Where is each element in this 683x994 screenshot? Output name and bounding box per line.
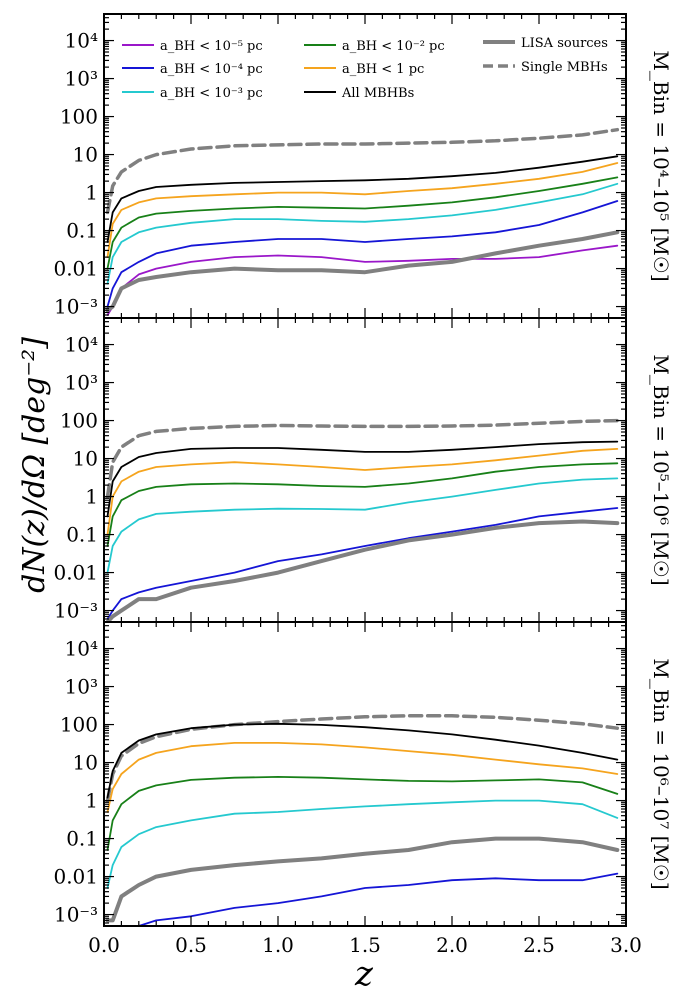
legend-label: All MBHBs xyxy=(341,86,414,101)
legend: a_BH < 10⁻⁵ pc a_BH < 10⁻⁴ pc a_BH < 10⁻³ … xyxy=(122,36,608,101)
y-tick-label: 100 xyxy=(60,105,98,129)
series-group xyxy=(105,127,620,316)
chart-panel-2: 10⁻³ 0.01 0.1 1 10 100 10³ 10⁴ M_Bin = 10⁵–10⁶ [… xyxy=(53,317,673,623)
x-tick-label: 0.0 xyxy=(88,933,120,957)
x-tick-label: 2.0 xyxy=(436,933,468,957)
legend-label: a_BH < 10⁻³ pc xyxy=(160,86,263,101)
series-line-a-bh-10-pc xyxy=(106,182,619,285)
series-group xyxy=(105,714,620,926)
x-tick-label: 1.0 xyxy=(262,933,294,957)
x-ticks xyxy=(103,318,627,622)
series-line-all-mbhbs xyxy=(106,722,619,799)
legend-item: Single MBHs xyxy=(483,60,608,75)
y-ticks xyxy=(104,13,626,319)
series-line-all-mbhbs xyxy=(106,155,619,243)
series-line-a-bh-10-pc xyxy=(106,462,619,547)
y-tick-label: 1 xyxy=(85,181,98,205)
x-tick-label: 3.0 xyxy=(610,933,642,957)
y-tick-label: 100 xyxy=(60,409,98,433)
y-tick-label: 0.01 xyxy=(53,865,98,889)
series-line-a-bh-10-pc xyxy=(106,507,619,620)
y-tick-label: 1 xyxy=(85,789,98,813)
legend-item: LISA sources xyxy=(483,36,608,51)
y-tick-label: 10³ xyxy=(65,67,98,91)
y-tick-label: 10³ xyxy=(65,371,98,395)
y-tick-label: 10 xyxy=(73,751,98,775)
series-line-all-mbhbs xyxy=(106,440,619,518)
legend-item: a_BH < 10⁻⁵ pc xyxy=(122,39,263,54)
series-group xyxy=(105,418,620,622)
y-tick-label: 10⁴ xyxy=(65,29,98,53)
y-tick-label: 10⁻³ xyxy=(54,295,98,319)
x-tick-label: 0.5 xyxy=(175,933,207,957)
series-line-a-bh-10-pc xyxy=(106,477,619,574)
legend-label: a_BH < 10⁻² pc xyxy=(342,39,445,54)
x-ticks xyxy=(103,622,627,926)
series-line-a-bh-10-pc xyxy=(106,776,619,851)
legend-item: a_BH < 10⁻³ pc xyxy=(122,86,263,101)
y-tick-label: 10⁻³ xyxy=(54,599,98,623)
y-tick-label: 0.1 xyxy=(66,219,98,243)
series-line-a-bh-1-pc xyxy=(106,742,619,813)
panel-mass-label: M_Bin = 10⁴–10⁵ [M☉] xyxy=(649,50,673,281)
y-ticks xyxy=(104,621,626,927)
legend-item: a_BH < 10⁻⁴ pc xyxy=(122,62,263,77)
y-tick-label: 10⁴ xyxy=(65,333,98,357)
series-line-a-bh-1-pc xyxy=(106,448,619,536)
series-line-single-mbhs xyxy=(105,714,620,803)
x-tick-label: 1.5 xyxy=(349,933,381,957)
y-tick-label: 0.01 xyxy=(53,257,98,281)
series-line-a-bh-10-pc xyxy=(137,872,619,926)
legend-label: a_BH < 1 pc xyxy=(342,62,424,77)
legend-label: LISA sources xyxy=(521,36,608,51)
x-tick-label: 2.5 xyxy=(523,933,555,957)
legend-label: Single MBHs xyxy=(521,60,608,75)
series-line-a-bh-10-pc xyxy=(106,244,619,316)
x-axis-label: z xyxy=(354,954,374,994)
series-line-a-bh-1-pc xyxy=(106,162,619,258)
series-line-a-bh-10-pc xyxy=(106,176,619,270)
legend-item: All MBHBs xyxy=(304,86,414,101)
legend-label: a_BH < 10⁻⁴ pc xyxy=(160,62,263,77)
y-tick-label: 1 xyxy=(85,485,98,509)
series-line-single-mbhs xyxy=(105,127,620,215)
series-line-lisa-sources xyxy=(105,519,620,622)
series-line-a-bh-10-pc xyxy=(106,200,619,308)
panel-mass-label: M_Bin = 10⁶–10⁷ [M☉] xyxy=(649,658,673,889)
legend-label: a_BH < 10⁻⁵ pc xyxy=(160,39,263,54)
chart-panel-1: 10⁻³ 0.01 0.1 1 10 100 10³ 10⁴ M_Bin = 10⁴–10⁵ [… xyxy=(53,13,673,319)
y-tick-label: 10³ xyxy=(65,675,98,699)
y-tick-label: 10 xyxy=(73,447,98,471)
y-tick-label: 100 xyxy=(60,713,98,737)
y-tick-label: 10⁴ xyxy=(65,637,98,661)
y-axis-label: dN(z)/dΩ [deg⁻²] xyxy=(17,337,52,593)
series-line-lisa-sources xyxy=(105,836,620,923)
y-tick-label: 0.01 xyxy=(53,561,98,585)
y-tick-label: 0.1 xyxy=(66,827,98,851)
y-tick-label: 10 xyxy=(73,143,98,167)
series-line-lisa-sources xyxy=(105,230,620,313)
y-tick-label: 10⁻³ xyxy=(54,903,98,927)
panel-mass-label: M_Bin = 10⁵–10⁶ [M☉] xyxy=(649,354,673,585)
series-line-single-mbhs xyxy=(105,418,620,499)
legend-item: a_BH < 10⁻² pc xyxy=(304,39,445,54)
y-tick-label: 0.1 xyxy=(66,523,98,547)
series-line-a-bh-10-pc xyxy=(106,799,619,889)
chart-panel-3: 10⁻³ 0.01 0.1 1 10 100 10³ 10⁴ 0.0 0.5 1.0 1.5 2.0 2.… xyxy=(53,621,673,957)
legend-item: a_BH < 1 pc xyxy=(304,62,424,77)
